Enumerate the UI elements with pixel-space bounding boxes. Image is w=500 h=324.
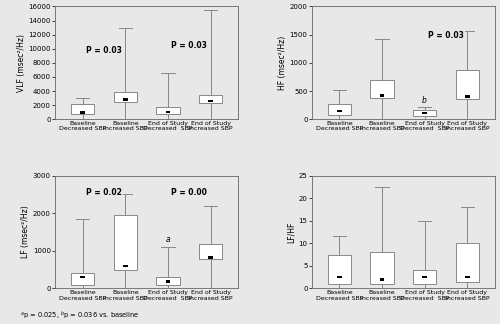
Bar <box>199 95 222 103</box>
Bar <box>208 256 213 259</box>
Bar <box>328 255 351 284</box>
Bar <box>422 276 427 278</box>
Bar <box>208 100 213 102</box>
Bar <box>380 94 384 97</box>
Bar <box>370 252 394 284</box>
Bar <box>123 98 128 101</box>
Bar <box>114 215 137 270</box>
Y-axis label: LF/HF: LF/HF <box>286 221 296 243</box>
Bar <box>328 104 351 115</box>
Bar <box>422 112 427 114</box>
Bar <box>71 272 94 284</box>
Bar <box>166 110 170 113</box>
Bar <box>413 270 436 284</box>
Bar <box>71 104 94 114</box>
Bar <box>456 243 479 282</box>
Text: P = 0.03: P = 0.03 <box>172 41 207 50</box>
Text: P = 0.00: P = 0.00 <box>172 188 207 197</box>
Text: b: b <box>422 96 427 105</box>
Bar <box>166 280 170 283</box>
Bar <box>465 276 469 278</box>
Y-axis label: LF (msec²/Hz): LF (msec²/Hz) <box>21 206 30 258</box>
Bar <box>156 277 180 284</box>
Y-axis label: HF (msec²/Hz): HF (msec²/Hz) <box>278 36 286 90</box>
Bar <box>337 276 342 278</box>
Bar <box>123 265 128 267</box>
Bar <box>465 96 469 98</box>
Text: P = 0.02: P = 0.02 <box>86 188 122 197</box>
Bar <box>370 80 394 98</box>
Bar <box>199 244 222 259</box>
Bar <box>156 107 180 114</box>
Bar <box>337 110 342 112</box>
Bar <box>456 70 479 99</box>
Text: $^{a}$p = 0.025, $^{b}$p = 0.036 vs. baseline: $^{a}$p = 0.025, $^{b}$p = 0.036 vs. bas… <box>20 310 140 322</box>
Bar <box>114 92 137 102</box>
Text: a: a <box>166 235 170 244</box>
Bar <box>80 111 85 114</box>
Bar <box>380 278 384 281</box>
Y-axis label: VLF (msec²/Hz): VLF (msec²/Hz) <box>16 34 26 92</box>
Bar <box>80 276 85 278</box>
Text: P = 0.03: P = 0.03 <box>86 46 122 55</box>
Text: P = 0.03: P = 0.03 <box>428 31 464 40</box>
Bar <box>413 110 436 116</box>
